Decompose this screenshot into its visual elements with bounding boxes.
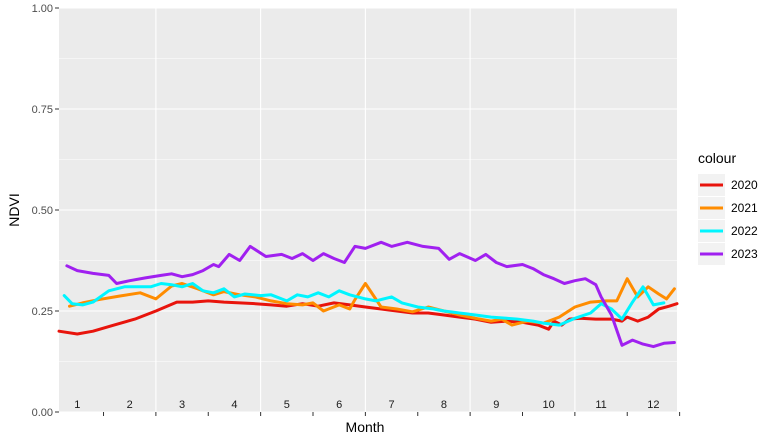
y-tick-label: 0.75 xyxy=(32,104,53,116)
month-label: 5 xyxy=(284,399,290,411)
month-label: 8 xyxy=(441,399,447,411)
month-label: 2 xyxy=(127,399,133,411)
series-lines xyxy=(57,240,679,349)
legend-label-2023: 2023 xyxy=(731,247,758,261)
legend-label-2021: 2021 xyxy=(731,201,758,215)
month-label: 10 xyxy=(543,399,555,411)
legend: colour 2020 2021 2022 2023 xyxy=(698,150,758,265)
month-label: 7 xyxy=(389,399,395,411)
x-axis xyxy=(103,412,681,416)
series-line-2020 xyxy=(57,299,679,336)
legend-label-2022: 2022 xyxy=(731,224,758,238)
month-label: 1 xyxy=(74,399,80,411)
month-label: 6 xyxy=(336,399,342,411)
month-label: 11 xyxy=(595,399,606,411)
major-gridlines xyxy=(59,7,677,413)
month-label: 3 xyxy=(179,399,185,411)
legend-title: colour xyxy=(698,150,736,166)
legend-label-2020: 2020 xyxy=(731,178,758,192)
month-label: 12 xyxy=(647,399,659,411)
y-tick-label: 0.50 xyxy=(32,205,53,217)
month-label: 4 xyxy=(231,399,237,411)
month-label: 9 xyxy=(493,399,499,411)
x-axis-title: Month xyxy=(346,419,385,435)
series-line-2023 xyxy=(65,240,676,349)
y-axis: 0.00 0.25 0.50 0.75 1.00 xyxy=(32,3,59,419)
series-line-2022 xyxy=(62,282,666,327)
y-axis-title: NDVI xyxy=(6,193,22,226)
y-tick-label: 1.00 xyxy=(32,3,53,15)
month-labels: 1 2 3 4 5 6 7 8 9 10 11 12 xyxy=(74,399,659,411)
minor-gridlines xyxy=(59,58,677,362)
y-tick-label: 0.00 xyxy=(32,407,53,419)
y-tick-label: 0.25 xyxy=(32,306,53,318)
